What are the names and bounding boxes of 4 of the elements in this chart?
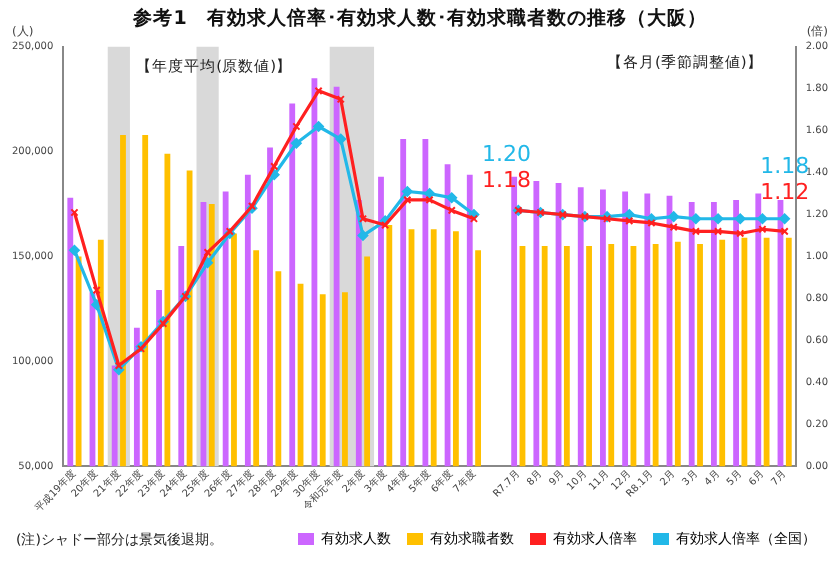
chart-title: 参考1 有効求人倍率･有効求人数･有効求職者数の推移（大阪） [131, 6, 707, 31]
data-label: 1.12 [760, 179, 810, 206]
data-label: 1.20 [481, 140, 531, 167]
data-label: 1.18 [481, 166, 531, 193]
